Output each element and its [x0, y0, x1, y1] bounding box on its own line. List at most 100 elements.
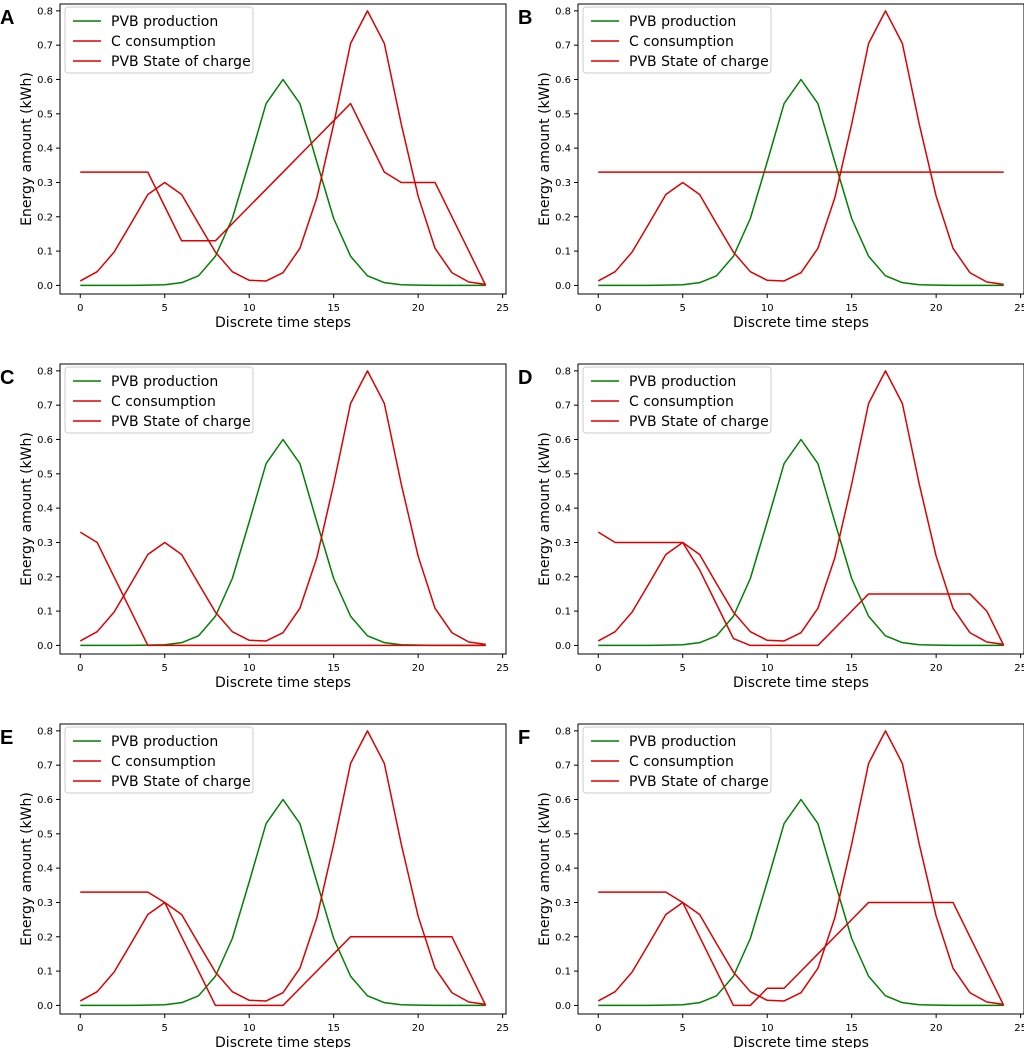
series-line-2 [597, 10, 1004, 286]
y-tick-label: 0.2 [37, 212, 53, 223]
y-tick-label: 0.6 [555, 75, 571, 86]
x-tick-label: 15 [327, 303, 340, 314]
y-tick-label: 0.2 [37, 932, 53, 943]
x-tick-label: 0 [595, 1023, 601, 1034]
y-axis-label: Energy amount (kWh) [537, 432, 553, 586]
series-line-2 [597, 370, 1004, 646]
legend-label-2: C consumption [111, 754, 216, 770]
y-axis-label: Energy amount (kWh) [537, 72, 553, 226]
series-line-1 [80, 438, 486, 647]
panel-f: F 0 5 10 15 20 25 0.0 0.1 0.2 0.3 0.4 0.5 0.6 0.7 0.8 Di… [518, 723, 1024, 1048]
y-tick-label: 0.4 [555, 144, 571, 155]
x-tick-label: 10 [243, 303, 256, 314]
axes-frame [59, 723, 507, 1015]
x-tick-label: 5 [162, 1023, 168, 1034]
x-tick-label: 0 [77, 663, 83, 674]
x-tick-label: 20 [930, 303, 943, 314]
x-axis-label: Discrete time steps [215, 675, 351, 691]
y-axis-label: Energy amount (kWh) [19, 72, 35, 226]
series-line-1 [598, 78, 1004, 287]
series-line-1 [598, 798, 1004, 1007]
y-tick-label: 0.2 [37, 572, 53, 583]
series-line-2 [597, 730, 1004, 1006]
y-tick-label: 0.8 [555, 6, 571, 17]
y-axis-label: Energy amount (kWh) [19, 432, 35, 586]
y-tick-label: 0.1 [37, 607, 53, 618]
panel-label: A [0, 7, 14, 29]
y-tick-label: 0.8 [37, 726, 53, 737]
axes-frame [577, 723, 1024, 1015]
legend-label-1: PVB production [111, 14, 218, 30]
y-tick-label: 0.7 [555, 401, 571, 412]
panel-a: A 0 5 10 15 20 25 0.0 0.1 0.2 0.3 0.4 0.5 0.6 0.7 0.8 Di… [0, 3, 509, 331]
y-tick-label: 0.5 [555, 469, 571, 480]
legend-label-2: C consumption [629, 754, 734, 770]
legend-label-3: PVB State of charge [629, 414, 769, 430]
y-axis-label: Energy amount (kWh) [537, 792, 553, 946]
panel-label: F [518, 727, 530, 749]
series-line-3 [79, 531, 486, 647]
y-tick-label: 0.8 [555, 726, 571, 737]
x-tick-label: 15 [845, 663, 858, 674]
x-tick-label: 5 [680, 663, 686, 674]
legend-label-3: PVB State of charge [111, 54, 251, 70]
x-tick-label: 25 [496, 303, 509, 314]
y-tick-label: 0.1 [555, 967, 571, 978]
series-line-1 [80, 798, 486, 1007]
x-tick-label: 5 [680, 303, 686, 314]
x-tick-label: 15 [845, 1023, 858, 1034]
y-tick-label: 0.7 [37, 401, 53, 412]
y-tick-label: 0.7 [37, 41, 53, 52]
legend-label-2: C consumption [111, 34, 216, 50]
x-axis-label: Discrete time steps [733, 675, 869, 691]
y-tick-label: 0.3 [555, 898, 571, 909]
x-tick-label: 5 [162, 663, 168, 674]
panel-b: B 0 5 10 15 20 25 0.0 0.1 0.2 0.3 0.4 0.5 0.6 0.7 0.8 Di… [518, 3, 1024, 331]
y-tick-label: 0.0 [37, 641, 53, 652]
y-tick-label: 0.8 [555, 366, 571, 377]
y-tick-label: 0.6 [555, 435, 571, 446]
y-tick-label: 0.7 [555, 761, 571, 772]
y-tick-label: 0.4 [37, 504, 53, 515]
legend-label-1: PVB production [111, 734, 218, 750]
legend-label-2: C consumption [629, 394, 734, 410]
y-tick-label: 0.0 [555, 1001, 571, 1012]
x-tick-label: 5 [162, 303, 168, 314]
series-line-1 [80, 78, 486, 287]
y-tick-label: 0.0 [555, 281, 571, 292]
panel-c: C 0 5 10 15 20 25 0.0 0.1 0.2 0.3 0.4 0.5 0.6 0.7 0.8 Di… [0, 363, 509, 691]
x-tick-label: 20 [412, 1023, 425, 1034]
legend-label-1: PVB production [629, 374, 736, 390]
legend-label-1: PVB production [111, 374, 218, 390]
series-line-1 [598, 438, 1004, 647]
y-tick-label: 0.5 [37, 109, 53, 120]
y-tick-label: 0.4 [37, 864, 53, 875]
series-line-3 [597, 531, 1005, 647]
x-tick-label: 25 [1014, 303, 1024, 314]
legend-label-1: PVB production [629, 14, 736, 30]
y-tick-label: 0.0 [37, 281, 53, 292]
x-axis-label: Discrete time steps [215, 315, 351, 331]
series-line-3 [80, 891, 487, 1007]
x-tick-label: 10 [761, 663, 774, 674]
legend-box [64, 366, 254, 434]
legend-box [64, 726, 254, 794]
legend-label-3: PVB State of charge [629, 774, 769, 790]
y-tick-label: 0.4 [555, 504, 571, 515]
x-tick-label: 25 [1014, 663, 1024, 674]
series-line-3 [80, 102, 487, 286]
y-tick-label: 0.8 [37, 366, 53, 377]
y-tick-label: 0.2 [555, 212, 571, 223]
x-tick-label: 0 [77, 303, 83, 314]
y-tick-label: 0.5 [555, 109, 571, 120]
y-tick-label: 0.1 [555, 247, 571, 258]
panel-label: D [518, 367, 532, 389]
y-tick-label: 0.8 [37, 6, 53, 17]
x-tick-label: 20 [412, 303, 425, 314]
axes-frame [577, 3, 1024, 295]
panel-label: B [518, 7, 532, 29]
x-tick-label: 10 [761, 303, 774, 314]
x-axis-label: Discrete time steps [733, 1035, 869, 1048]
x-tick-label: 10 [243, 1023, 256, 1034]
